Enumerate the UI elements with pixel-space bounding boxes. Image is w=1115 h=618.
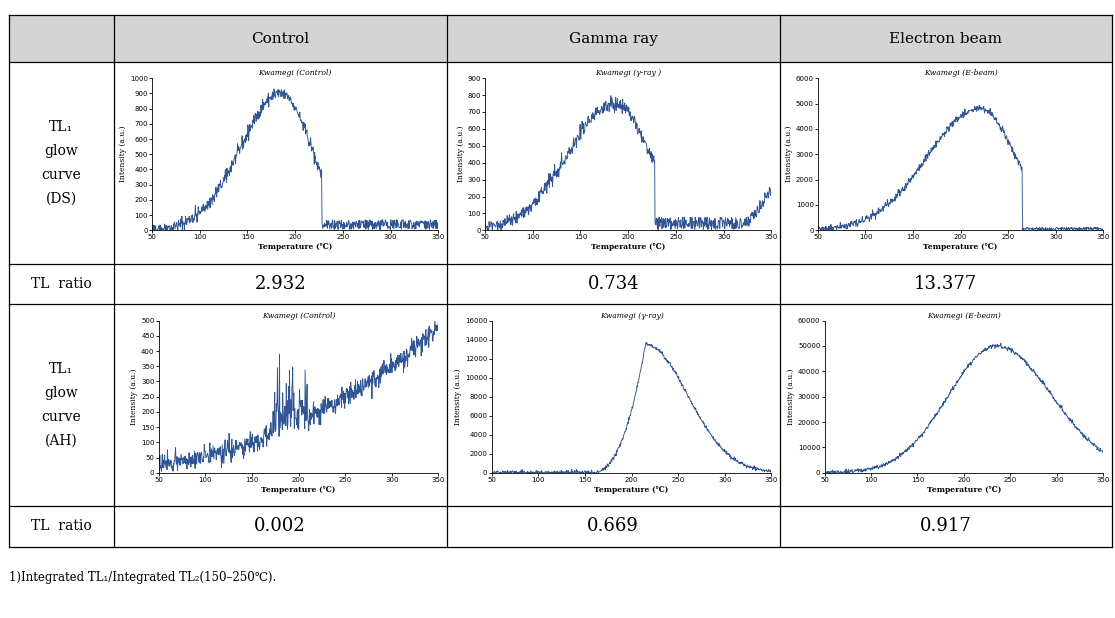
Title: Kwamegi (Control): Kwamegi (Control) (262, 312, 336, 320)
Text: 2.932: 2.932 (254, 275, 306, 293)
Title: Kwamegi (Control): Kwamegi (Control) (259, 69, 332, 77)
X-axis label: Temperature (℃): Temperature (℃) (923, 243, 998, 252)
Text: Control: Control (251, 32, 309, 46)
Title: Kwamegi (E-beam): Kwamegi (E-beam) (923, 69, 998, 77)
Y-axis label: Intensity (a.u.): Intensity (a.u.) (130, 368, 138, 425)
Y-axis label: Intensity (a.u.): Intensity (a.u.) (785, 126, 793, 182)
Y-axis label: Intensity (a.u.): Intensity (a.u.) (119, 126, 127, 182)
Text: TL₁
glow
curve
(AH): TL₁ glow curve (AH) (41, 362, 81, 448)
Text: 0.669: 0.669 (588, 517, 639, 535)
X-axis label: Temperature (℃): Temperature (℃) (258, 243, 332, 252)
Text: Gamma ray: Gamma ray (569, 32, 658, 46)
Y-axis label: Intensity (a.u.): Intensity (a.u.) (787, 368, 795, 425)
Title: Kwamegi (γ-ray ): Kwamegi (γ-ray ) (595, 69, 661, 77)
Text: TL  ratio: TL ratio (31, 520, 91, 533)
X-axis label: Temperature (℃): Temperature (℃) (594, 486, 669, 494)
Title: Kwamegi (γ-ray): Kwamegi (γ-ray) (600, 312, 663, 320)
Text: TL  ratio: TL ratio (31, 277, 91, 291)
Text: Electron beam: Electron beam (889, 32, 1002, 46)
Text: TL₁
glow
curve
(DS): TL₁ glow curve (DS) (41, 120, 81, 206)
X-axis label: Temperature (℃): Temperature (℃) (261, 486, 336, 494)
Y-axis label: Intensity (a.u.): Intensity (a.u.) (456, 126, 465, 182)
X-axis label: Temperature (℃): Temperature (℃) (927, 486, 1001, 494)
X-axis label: Temperature (℃): Temperature (℃) (591, 243, 666, 252)
Text: 13.377: 13.377 (914, 275, 977, 293)
Text: 0.002: 0.002 (254, 517, 307, 535)
Text: 0.917: 0.917 (920, 517, 971, 535)
Text: 1)Integrated TL₁/Integrated TL₂(150–250℃).: 1)Integrated TL₁/Integrated TL₂(150–250℃… (9, 571, 277, 585)
Title: Kwamegi (E-beam): Kwamegi (E-beam) (927, 312, 1001, 320)
Y-axis label: Intensity (a.u.): Intensity (a.u.) (454, 368, 463, 425)
Text: 0.734: 0.734 (588, 275, 639, 293)
